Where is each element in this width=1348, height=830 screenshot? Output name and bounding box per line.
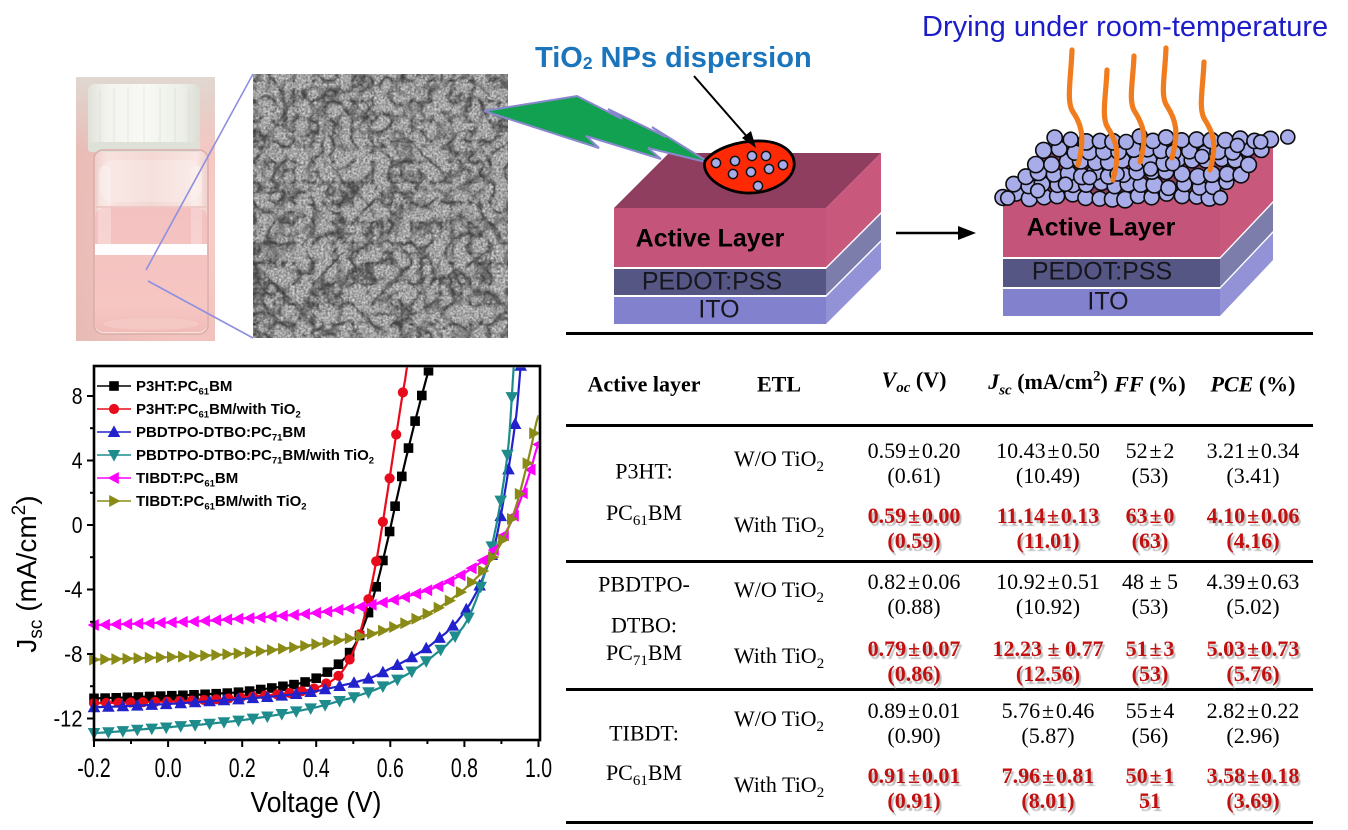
svg-text:-8: -8 xyxy=(64,641,82,667)
svg-text:-0.2: -0.2 xyxy=(77,753,111,783)
svg-text:TIBDT:PC61BM/with TiO2: TIBDT:PC61BM/with TiO2 xyxy=(136,493,307,513)
svg-text:PBDTPO-DTBO:PC71BM: PBDTPO-DTBO:PC71BM xyxy=(136,424,306,444)
svg-text:-12: -12 xyxy=(54,706,83,732)
svg-text:TIBDT:PC61BM: TIBDT:PC61BM xyxy=(136,470,238,490)
svg-text:1.0: 1.0 xyxy=(525,753,552,783)
svg-text:0.2: 0.2 xyxy=(229,753,256,783)
svg-text:-4: -4 xyxy=(64,577,83,603)
svg-text:P3HT:PC61BM: P3HT:PC61BM xyxy=(136,378,232,398)
svg-text:0.0: 0.0 xyxy=(155,753,182,783)
svg-text:0.6: 0.6 xyxy=(377,753,404,783)
svg-text:8: 8 xyxy=(72,383,83,409)
svg-text:Jsc (mA/cm2): Jsc (mA/cm2) xyxy=(9,495,47,652)
svg-text:0: 0 xyxy=(72,512,83,538)
svg-text:0.4: 0.4 xyxy=(303,753,330,783)
svg-text:Voltage (V): Voltage (V) xyxy=(251,787,382,819)
svg-text:4: 4 xyxy=(72,448,83,474)
svg-text:PBDTPO-DTBO:PC71BM/with TiO2: PBDTPO-DTBO:PC71BM/with TiO2 xyxy=(136,447,374,467)
svg-text:0.8: 0.8 xyxy=(451,753,478,783)
svg-text:P3HT:PC61BM/with TiO2: P3HT:PC61BM/with TiO2 xyxy=(136,401,301,421)
